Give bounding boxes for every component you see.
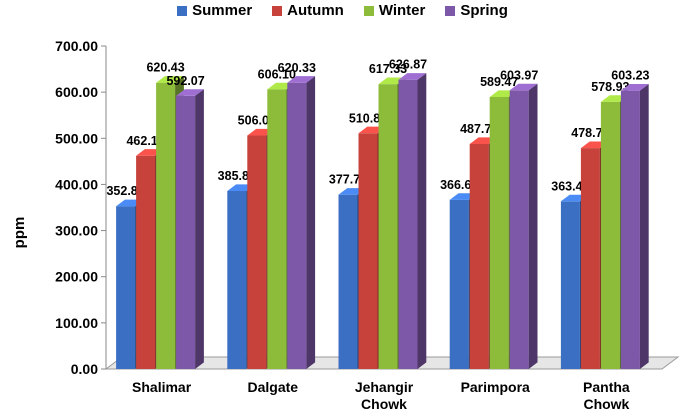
y-tick-label: 400.00	[55, 176, 98, 192]
legend-label-summer: Summer	[192, 2, 253, 19]
legend-swatch-summer	[177, 5, 188, 16]
bar-spring-4	[620, 84, 649, 370]
data-label-spring-1: 620.33	[278, 61, 316, 75]
y-tick-label: 700.00	[55, 38, 98, 54]
x-tick-label-line: Dalgate	[248, 379, 299, 395]
bar-front	[156, 82, 176, 369]
bar-top	[176, 89, 204, 96]
bar-front	[267, 89, 287, 370]
data-label-winter-3: 589.47	[480, 75, 518, 89]
y-tick-label: 600.00	[55, 84, 98, 100]
legend-swatch-winter	[363, 5, 374, 16]
data-label-spring-2: 626.87	[389, 58, 427, 72]
bar-side	[528, 83, 538, 369]
data-label-winter-0: 620.43	[146, 61, 184, 75]
bar-top	[620, 84, 649, 91]
data-label-spring-4: 603.23	[611, 69, 649, 83]
bar-front	[358, 133, 378, 369]
data-label-summer-3: 366.60	[440, 178, 478, 192]
bar-front	[620, 90, 640, 370]
bar-front	[398, 79, 418, 370]
legend-item-spring: Spring	[445, 2, 508, 19]
legend-item-autumn: Autumn	[272, 2, 344, 19]
y-tick-label: 100.00	[55, 315, 98, 331]
x-tick-label-line: Shalimar	[132, 379, 192, 395]
y-tick-label: 200.00	[55, 269, 98, 285]
x-tick-label: Parimpora	[461, 379, 530, 395]
bar-spring-0	[176, 89, 204, 369]
y-axis-title: ppm	[11, 217, 28, 249]
bar-front	[378, 84, 398, 369]
bar-top	[156, 76, 184, 83]
bar-spring-1	[287, 76, 316, 369]
x-tick-label: Shalimar	[132, 379, 192, 395]
legend-label-spring: Spring	[460, 2, 508, 19]
y-tick-label: 300.00	[55, 223, 98, 239]
bar-front	[287, 82, 307, 369]
bar-front	[227, 190, 247, 369]
y-tick-label: 0.00	[71, 361, 98, 377]
data-label-winter-1: 606.10	[258, 67, 296, 81]
data-label-autumn-2: 510.87	[349, 111, 387, 125]
bar-top	[287, 76, 316, 83]
legend-item-winter: Winter	[363, 2, 426, 19]
bar-spring-3	[509, 83, 538, 370]
bar-side	[417, 73, 427, 369]
data-label-autumn-1: 506.00	[238, 114, 276, 128]
bar-front	[489, 97, 509, 369]
bar-side	[639, 84, 649, 370]
x-tick-label-line: Parimpora	[461, 379, 530, 395]
bar-front	[176, 95, 196, 369]
bar-front	[116, 206, 136, 369]
x-tick-label: Pantha Chowk	[583, 379, 630, 412]
bar-side	[306, 76, 316, 369]
bar-front	[247, 135, 267, 369]
legend-swatch-spring	[445, 5, 456, 16]
data-label-autumn-3: 487.70	[460, 122, 498, 136]
legend-label-winter: Winter	[378, 2, 426, 19]
data-label-summer-1: 385.80	[218, 169, 256, 183]
data-label-winter-4: 578.93	[591, 80, 629, 94]
data-label-spring-0: 592.07	[166, 74, 204, 88]
data-label-summer-2: 377.77	[329, 173, 367, 187]
bar-front	[469, 143, 489, 369]
legend-item-summer: Summer	[177, 2, 252, 19]
data-label-summer-0: 352.80	[106, 184, 144, 198]
bar-front	[136, 155, 156, 369]
x-tick-label-line: Chowk	[583, 396, 629, 412]
x-tick-label-line: Pantha	[583, 379, 630, 395]
bar-top	[509, 83, 538, 91]
data-label-winter-2: 617.33	[369, 62, 407, 76]
y-tick-label: 500.00	[55, 130, 98, 146]
bar-top	[398, 73, 427, 80]
legend-label-autumn: Autumn	[287, 2, 344, 19]
bar-front	[449, 199, 469, 369]
bar-front	[338, 194, 358, 369]
data-label-autumn-4: 478.70	[571, 126, 609, 140]
legend-swatch-autumn	[272, 5, 283, 16]
x-tick-label: Jehangir Chowk	[355, 379, 414, 412]
bar-spring-2	[398, 73, 427, 370]
bar-side	[195, 89, 204, 369]
bar-front	[560, 201, 580, 369]
data-label-summer-4: 363.43	[551, 179, 589, 193]
x-tick-label: Dalgate	[248, 379, 299, 395]
data-label-spring-3: 603.97	[500, 68, 538, 82]
x-tick-label-line: Jehangir	[355, 379, 414, 395]
bar-front	[509, 90, 529, 370]
legend: Summer Autumn Winter Spring	[0, 2, 685, 19]
data-label-autumn-0: 462.13	[126, 134, 164, 148]
x-tick-label-line: Chowk	[361, 396, 407, 412]
bar-front	[600, 101, 620, 369]
bar-front	[580, 148, 600, 369]
